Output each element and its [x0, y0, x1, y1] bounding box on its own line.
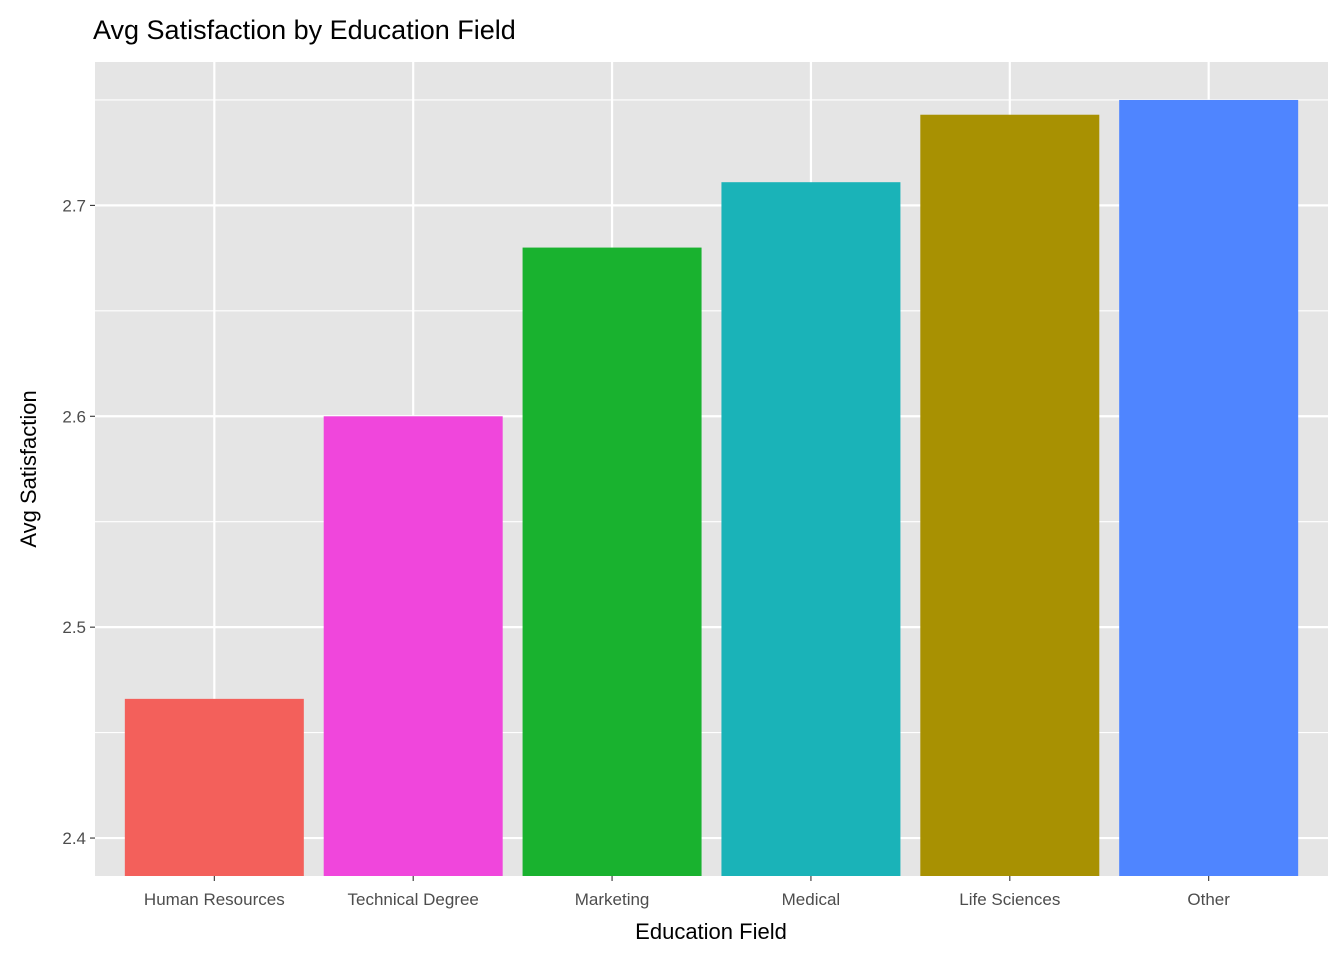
y-tick-label: 2.6: [62, 407, 86, 426]
x-axis-title: Education Field: [635, 919, 787, 944]
x-tick-label: Medical: [782, 890, 841, 909]
bar-medical: [721, 182, 901, 876]
bar-marketing: [522, 247, 702, 876]
y-tick-label: 2.5: [62, 618, 86, 637]
x-tick-label: Life Sciences: [959, 890, 1060, 909]
x-tick-label: Human Resources: [144, 890, 285, 909]
x-tick-label: Marketing: [575, 890, 650, 909]
y-axis-title: Avg Satisfaction: [16, 390, 41, 547]
bar-technical-degree: [323, 416, 503, 876]
x-tick-label: Technical Degree: [348, 890, 479, 909]
bar-life-sciences: [920, 114, 1100, 876]
chart-title: Avg Satisfaction by Education Field: [93, 15, 516, 45]
y-tick-label: 2.4: [62, 829, 86, 848]
y-tick-label: 2.7: [62, 196, 86, 215]
bars: [124, 99, 1299, 876]
y-axis: 2.4 2.5 2.6 2.7: [62, 196, 95, 848]
bar-other: [1119, 99, 1299, 876]
x-tick-label: Other: [1187, 890, 1230, 909]
bar-human-resources: [124, 698, 304, 876]
x-axis: Human Resources Technical Degree Marketing…: [144, 876, 1230, 909]
